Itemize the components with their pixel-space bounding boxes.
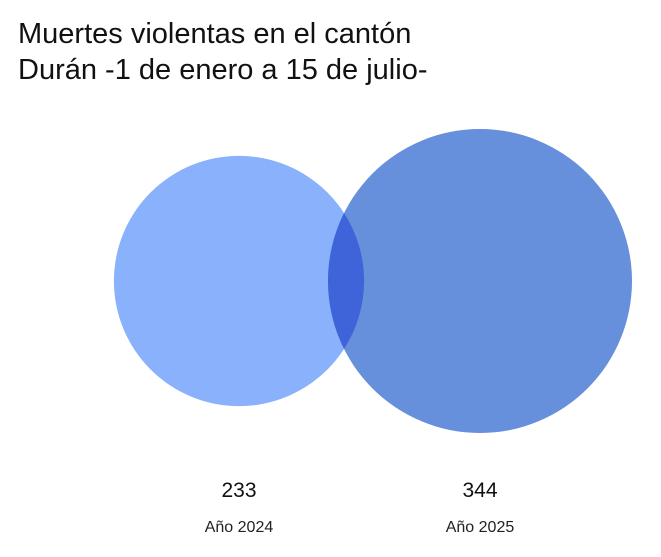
value-label-1: 233 [221,479,256,502]
chart-title-line-2: Durán -1 de enero a 15 de julio- [18,54,428,86]
bubble-overlap [327,213,365,349]
bubble-1 [113,155,365,407]
value-label-2: 344 [462,479,497,502]
bubble-2 [328,129,632,433]
category-label-1: Año 2024 [205,519,274,536]
chart-title: Muertes violentas en el cantón Durán -1 … [18,16,638,88]
category-label-2: Año 2025 [446,519,515,536]
chart-title-line-1: Muertes violentas en el cantón [18,18,412,50]
